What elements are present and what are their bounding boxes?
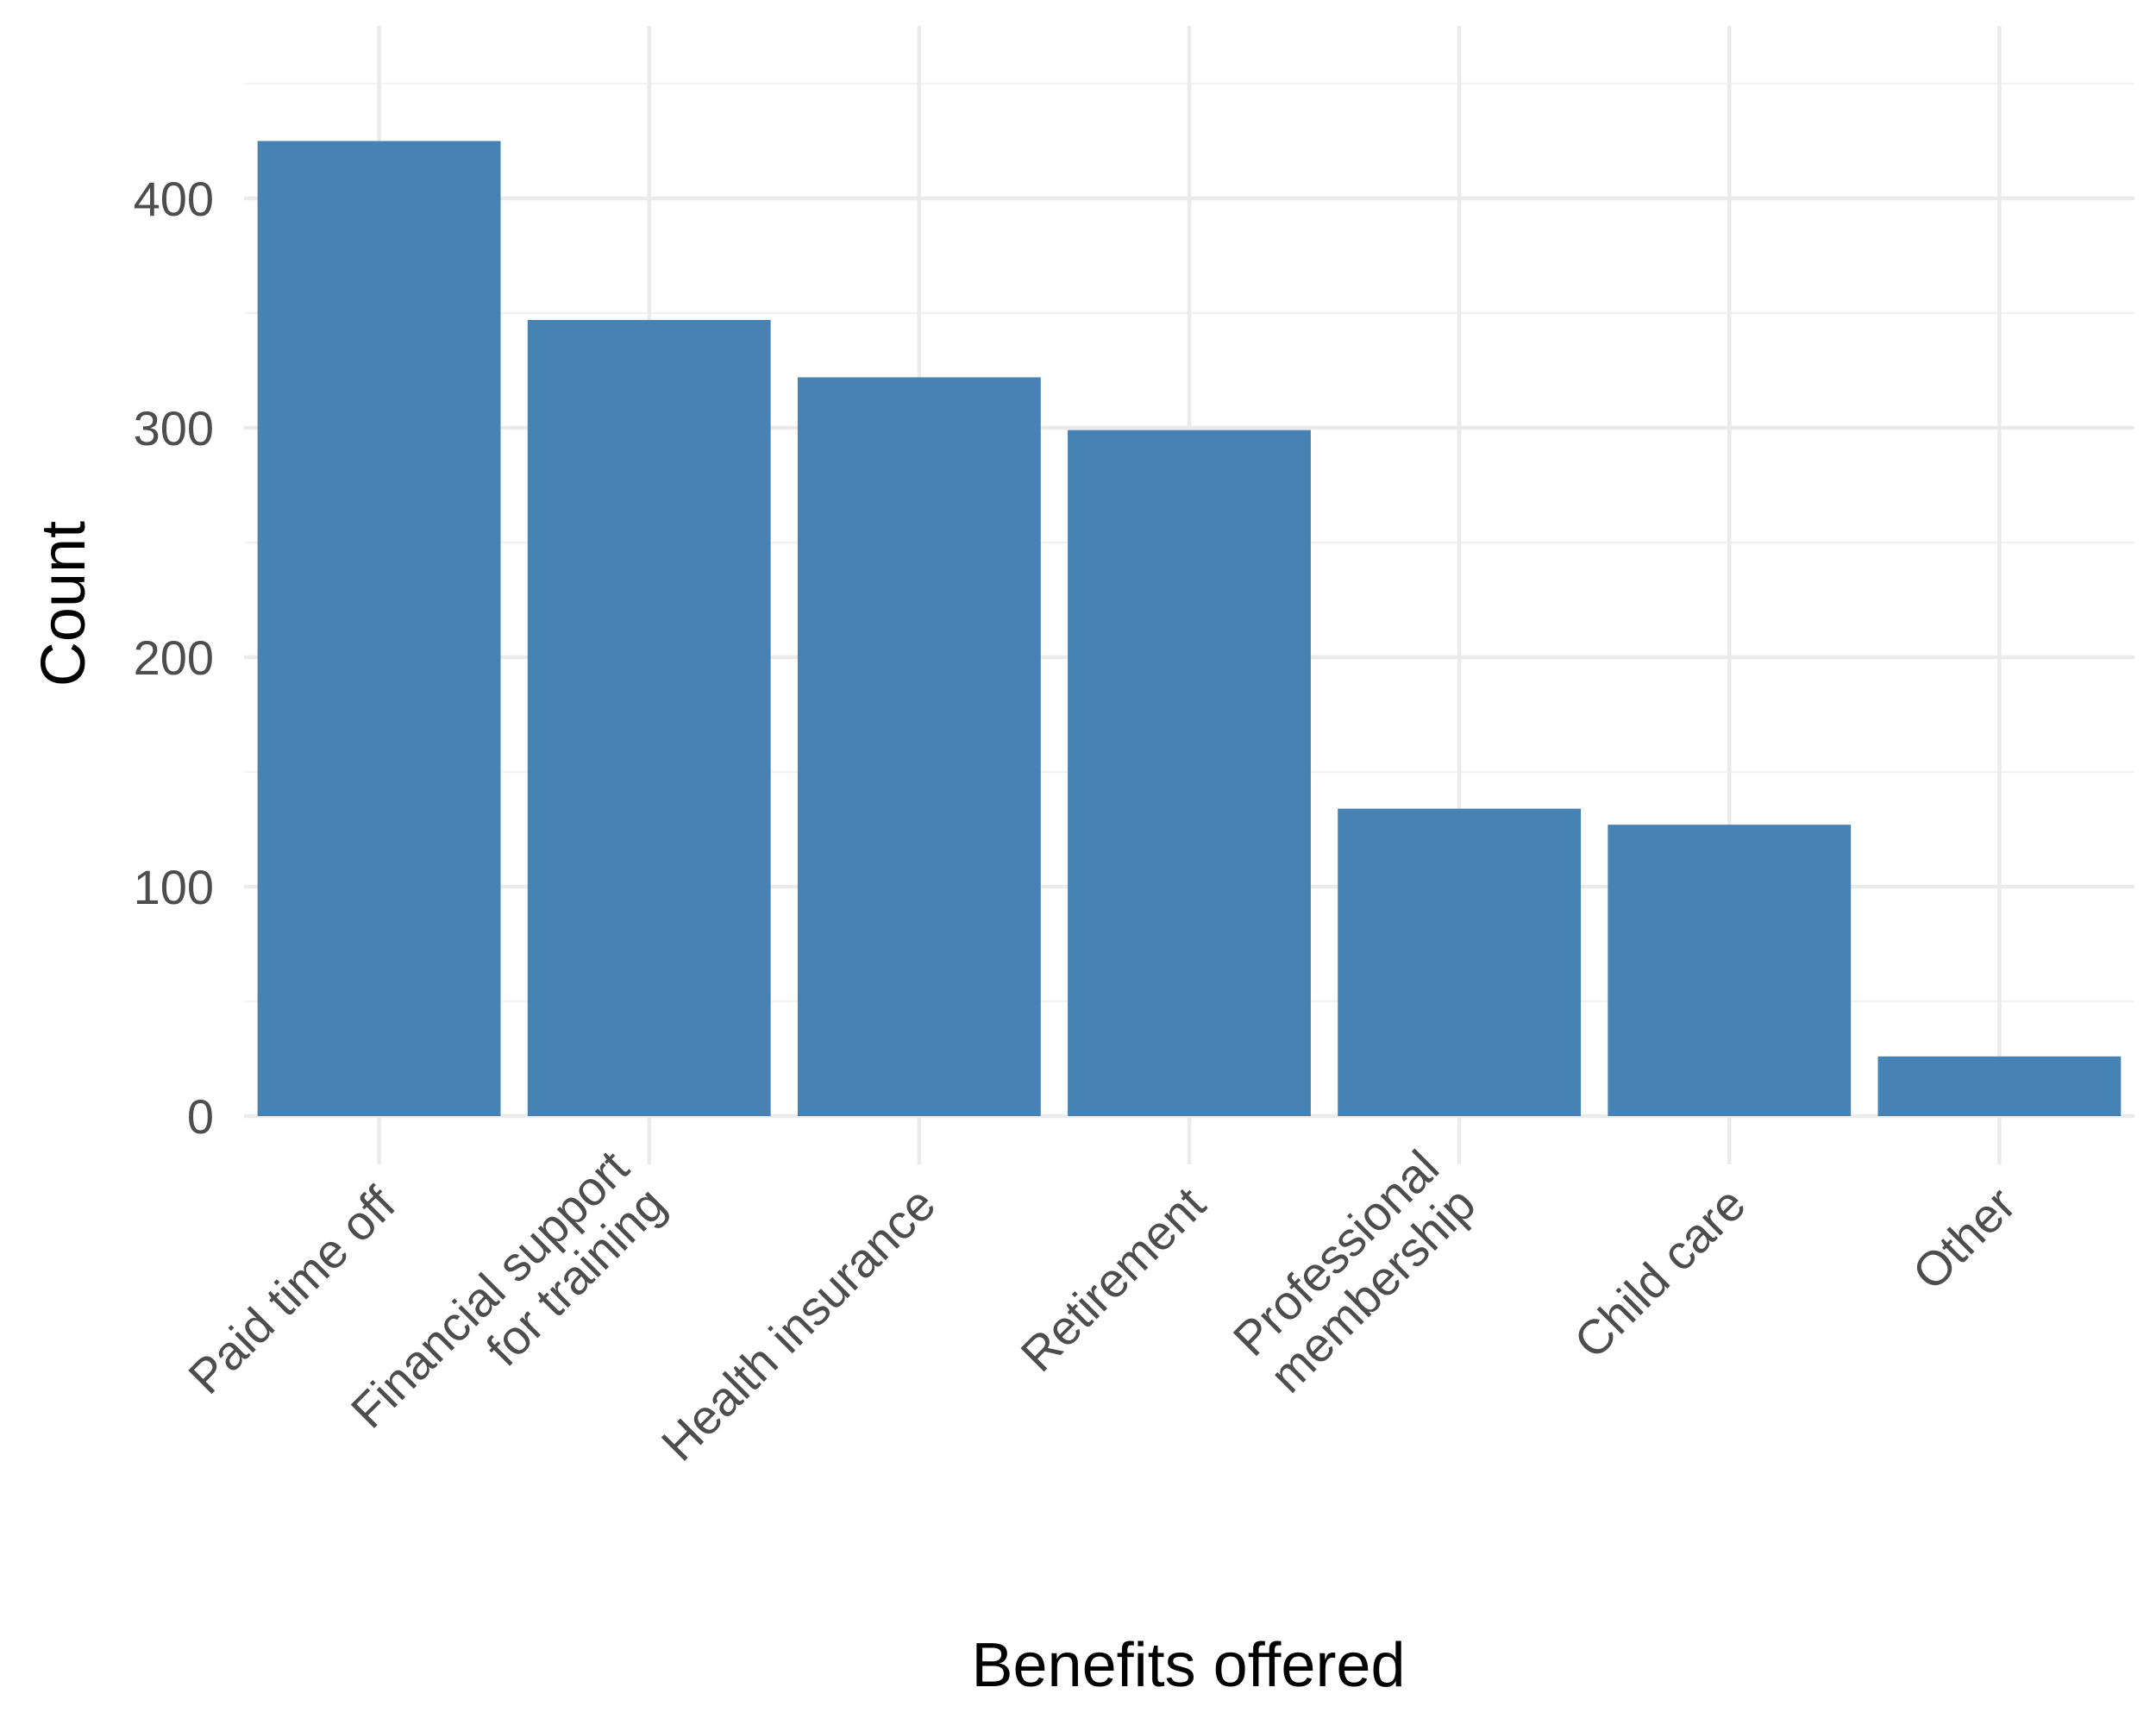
y-tick-label: 0 — [187, 1089, 214, 1144]
x-tick-label-text: Health insurance — [651, 1176, 946, 1471]
x-tick-label: Professionalmembership — [1223, 1140, 1486, 1403]
y-tick-label: 300 — [134, 401, 214, 455]
y-axis-title: Count — [29, 521, 98, 687]
x-tick-label-text: Child care — [1564, 1176, 1756, 1369]
y-tick-label: 100 — [134, 860, 214, 914]
x-tick-label-text: Financial supportfor training — [341, 1139, 676, 1475]
x-tick-label-text: Professionalmembership — [1223, 1140, 1486, 1403]
x-tick-label-text: Retirement — [1010, 1176, 1216, 1383]
bar — [257, 141, 501, 1116]
x-tick-label: Child care — [1564, 1176, 1756, 1369]
y-tick-label: 400 — [134, 172, 214, 226]
bar — [797, 377, 1041, 1117]
x-tick-label-line: Health insurance — [651, 1176, 946, 1471]
x-tick-label-line: Child care — [1564, 1176, 1756, 1369]
x-tick-label: Health insurance — [651, 1176, 946, 1471]
x-axis-title: Benefits offered — [971, 1631, 1405, 1700]
x-tick-label: Other — [1902, 1176, 2026, 1301]
x-tick-label: Retirement — [1010, 1176, 1216, 1383]
x-tick-label-text: Other — [1902, 1176, 2026, 1301]
y-axis-tick-labels: 0 100 200 300 400 — [134, 172, 214, 1144]
x-tick-label: Financial supportfor training — [341, 1139, 676, 1475]
bar — [1877, 1056, 2122, 1116]
bar — [1608, 825, 1852, 1116]
bars — [257, 141, 2122, 1117]
bar — [527, 319, 771, 1117]
y-tick-label: 200 — [134, 630, 214, 685]
x-tick-label-line: Other — [1902, 1176, 2026, 1301]
bar — [1338, 808, 1582, 1116]
x-tick-label-line: Retirement — [1010, 1176, 1216, 1383]
bar — [1068, 430, 1311, 1116]
